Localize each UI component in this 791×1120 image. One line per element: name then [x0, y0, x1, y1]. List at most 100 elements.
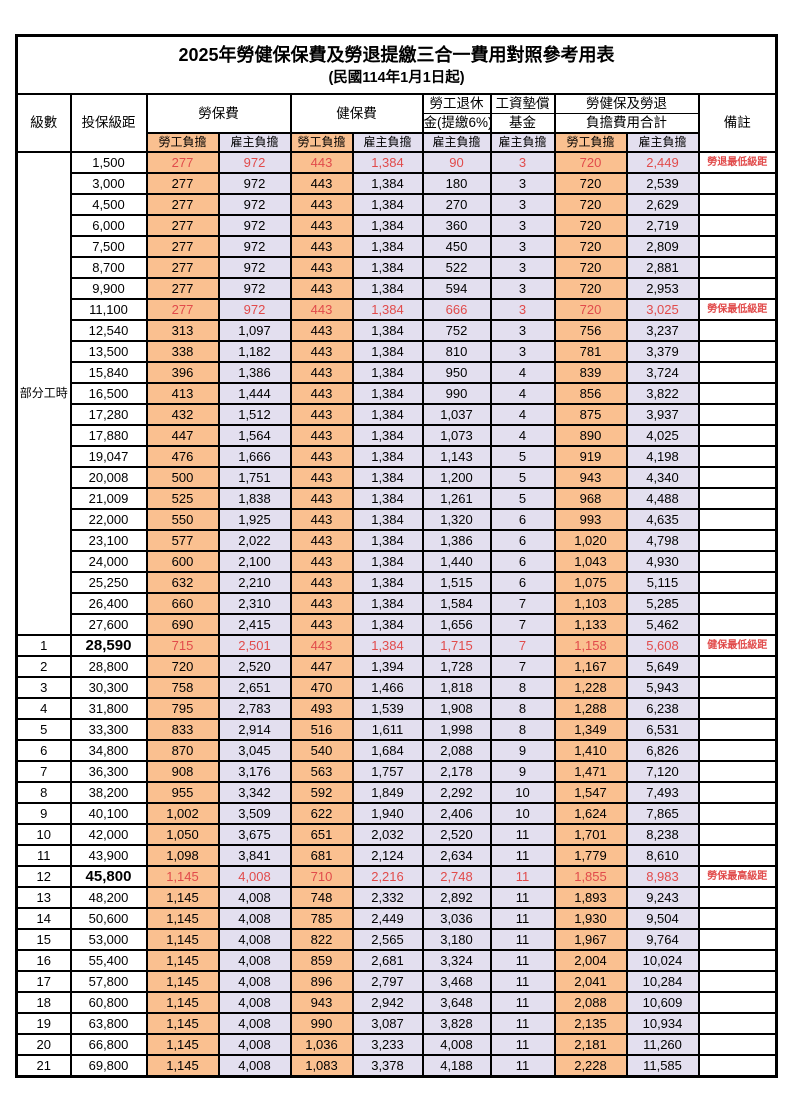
cell-total-employer: 2,809	[625, 235, 700, 258]
cell-salary: 36,300	[69, 760, 148, 783]
cell-labor-worker: 476	[145, 445, 220, 468]
cell-level: 21	[15, 1054, 72, 1078]
premium-table: 2025年勞健保保費及勞退提繳三合一費用對照參考用表 (民國114年1月1日起)…	[15, 34, 779, 1078]
table-row: 15 53,000 1,145 4,008 822 2,565 3,180 11 1,967 9,…	[15, 928, 778, 951]
cell-note	[697, 487, 778, 510]
cell-labor-worker: 870	[145, 739, 220, 762]
subheader-fund-employer: 雇主負擔	[489, 132, 556, 153]
cell-health-worker: 443	[289, 172, 354, 195]
cell-salary: 4,500	[69, 193, 148, 216]
cell-pension-employer: 1,200	[421, 466, 492, 489]
cell-health-employer: 1,384	[351, 529, 424, 552]
cell-total-worker: 1,020	[553, 529, 628, 552]
cell-labor-worker: 1,002	[145, 802, 220, 825]
cell-health-employer: 1,384	[351, 172, 424, 195]
cell-note	[697, 235, 778, 258]
cell-labor-worker: 1,145	[145, 865, 220, 888]
cell-health-worker: 443	[289, 193, 354, 216]
cell-labor-employer: 1,386	[217, 361, 292, 384]
col-header-pension-line2: 金(提繳6%)	[421, 113, 492, 134]
cell-labor-employer: 2,914	[217, 718, 292, 741]
cell-fund-employer: 8	[489, 676, 556, 699]
cell-note	[697, 1054, 778, 1078]
cell-pension-employer: 752	[421, 319, 492, 342]
cell-health-worker: 443	[289, 445, 354, 468]
cell-salary: 3,000	[69, 172, 148, 195]
cell-health-employer: 1,394	[351, 655, 424, 678]
cell-pension-employer: 180	[421, 172, 492, 195]
cell-fund-employer: 3	[489, 298, 556, 321]
cell-labor-employer: 3,176	[217, 760, 292, 783]
cell-fund-employer: 3	[489, 235, 556, 258]
cell-health-employer: 1,940	[351, 802, 424, 825]
cell-note	[697, 361, 778, 384]
cell-health-employer: 1,384	[351, 466, 424, 489]
cell-salary: 31,800	[69, 697, 148, 720]
cell-level-group: 部分工時	[15, 151, 72, 636]
col-header-labor-insurance: 勞保費	[145, 93, 292, 134]
cell-fund-employer: 11	[489, 991, 556, 1014]
cell-total-employer: 4,198	[625, 445, 700, 468]
cell-total-worker: 1,893	[553, 886, 628, 909]
col-header-total-line1: 勞健保及勞退	[553, 93, 700, 114]
cell-note	[697, 697, 778, 720]
cell-note	[697, 550, 778, 573]
table-row: 1 28,590 715 2,501 443 1,384 1,715 7 1,158 5,608 健…	[15, 634, 778, 657]
cell-note	[697, 718, 778, 741]
cell-fund-employer: 9	[489, 739, 556, 762]
cell-health-employer: 1,384	[351, 613, 424, 636]
cell-labor-employer: 972	[217, 235, 292, 258]
cell-health-employer: 1,757	[351, 760, 424, 783]
cell-health-employer: 3,378	[351, 1054, 424, 1078]
cell-total-employer: 2,953	[625, 277, 700, 300]
cell-salary: 16,500	[69, 382, 148, 405]
cell-total-worker: 1,547	[553, 781, 628, 804]
cell-labor-worker: 908	[145, 760, 220, 783]
cell-salary: 45,800	[69, 865, 148, 888]
cell-level: 20	[15, 1033, 72, 1056]
cell-health-worker: 443	[289, 613, 354, 636]
cell-total-worker: 1,967	[553, 928, 628, 951]
cell-total-worker: 1,410	[553, 739, 628, 762]
cell-pension-employer: 1,715	[421, 634, 492, 657]
cell-total-employer: 10,609	[625, 991, 700, 1014]
cell-note	[697, 802, 778, 825]
cell-fund-employer: 3	[489, 256, 556, 279]
cell-pension-employer: 1,073	[421, 424, 492, 447]
table-row: 7,500 277 972 443 1,384 450 3 720 2,809	[17, 235, 778, 258]
cell-labor-worker: 277	[145, 235, 220, 258]
cell-fund-employer: 6	[489, 508, 556, 531]
table-row: 3 30,300 758 2,651 470 1,466 1,818 8 1,228 5,943	[15, 676, 778, 699]
cell-health-employer: 1,384	[351, 487, 424, 510]
cell-total-employer: 10,024	[625, 949, 700, 972]
cell-level: 6	[15, 739, 72, 762]
cell-fund-employer: 4	[489, 403, 556, 426]
cell-salary: 22,000	[69, 508, 148, 531]
cell-salary: 6,000	[69, 214, 148, 237]
cell-health-worker: 785	[289, 907, 354, 930]
cell-fund-employer: 3	[489, 340, 556, 363]
cell-total-worker: 1,075	[553, 571, 628, 594]
cell-note	[697, 592, 778, 615]
table-row: 19 63,800 1,145 4,008 990 3,087 3,828 11 2,135 10…	[15, 1012, 778, 1035]
cell-labor-employer: 4,008	[217, 949, 292, 972]
cell-health-employer: 1,384	[351, 592, 424, 615]
cell-labor-worker: 1,145	[145, 991, 220, 1014]
cell-note	[697, 823, 778, 846]
cell-health-employer: 1,466	[351, 676, 424, 699]
cell-health-employer: 1,384	[351, 361, 424, 384]
cell-health-worker: 1,083	[289, 1054, 354, 1078]
cell-total-employer: 7,493	[625, 781, 700, 804]
cell-health-worker: 622	[289, 802, 354, 825]
cell-fund-employer: 11	[489, 823, 556, 846]
title-row: 2025年勞健保保費及勞退提繳三合一費用對照參考用表 (民國114年1月1日起)	[15, 34, 778, 95]
cell-labor-worker: 720	[145, 655, 220, 678]
cell-labor-employer: 1,751	[217, 466, 292, 489]
cell-total-employer: 2,881	[625, 256, 700, 279]
cell-total-worker: 1,043	[553, 550, 628, 573]
cell-health-worker: 443	[289, 550, 354, 573]
spreadsheet-page: 2025年勞健保保費及勞退提繳三合一費用對照參考用表 (民國114年1月1日起)…	[15, 34, 779, 1078]
cell-pension-employer: 3,180	[421, 928, 492, 951]
cell-health-worker: 443	[289, 277, 354, 300]
cell-total-employer: 11,260	[625, 1033, 700, 1056]
